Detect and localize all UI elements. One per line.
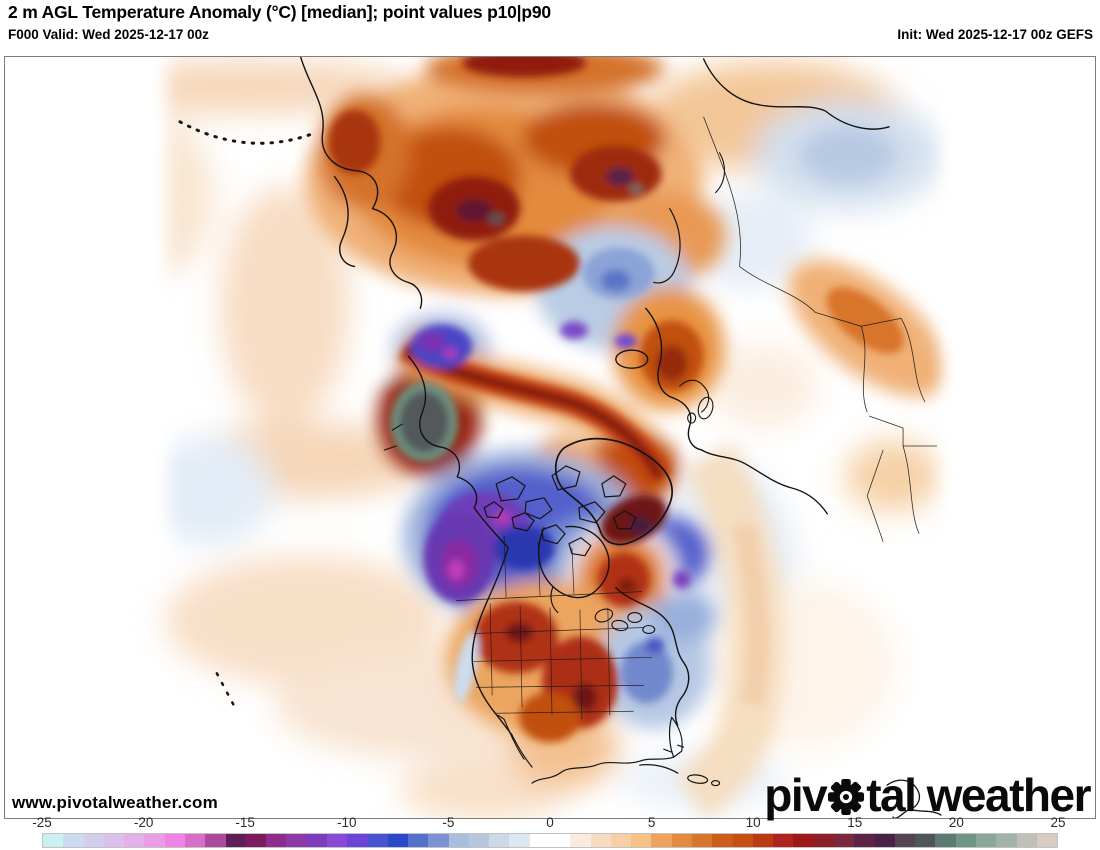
colorbar-segment xyxy=(955,834,976,847)
colorbar-segment xyxy=(590,834,611,847)
gear-icon xyxy=(828,778,865,816)
colorbar-segment xyxy=(326,834,348,847)
colorbar-tick-label: 5 xyxy=(647,815,656,830)
valid-time-label: F000 Valid: Wed 2025-12-17 00z xyxy=(8,27,209,42)
colorbar-tick-label: 15 xyxy=(847,815,863,830)
colorbar-segment xyxy=(631,834,652,847)
colorbar-segment xyxy=(144,834,165,847)
colorbar-tick-label: 20 xyxy=(948,815,964,830)
colorbar-segment xyxy=(225,834,246,847)
colorbar-segment xyxy=(468,834,490,847)
colorbar-segment xyxy=(752,834,774,847)
colorbar-segment xyxy=(448,834,469,847)
colorbar-segment xyxy=(509,834,530,847)
colorbar-segment xyxy=(489,834,510,847)
colorbar-segment xyxy=(894,834,916,847)
colorbar-segment xyxy=(833,834,855,847)
pivotal-weather-logo: piv tal weather xyxy=(764,769,1091,821)
colorbar-segment xyxy=(915,834,936,847)
colorbar-segment xyxy=(692,834,713,847)
colorbar-segment xyxy=(266,834,287,847)
colorbar-segment xyxy=(671,834,692,847)
colorbar-tick-label: -25 xyxy=(32,815,52,830)
colorbar-segment xyxy=(1036,834,1058,847)
colorbar-segment xyxy=(428,834,449,847)
logo-text-right: tal weather xyxy=(866,769,1091,821)
colorbar-ticks: -25 -20 -15 -10 -5 0 5 10 15 20 25 xyxy=(32,815,1065,832)
colorbar-segment xyxy=(347,834,368,847)
colorbar-segment xyxy=(63,834,84,847)
page-title: 2 m AGL Temperature Anomaly (°C) [median… xyxy=(8,2,551,22)
colorbar-segment xyxy=(306,834,327,847)
colorbar-tick-label: 10 xyxy=(745,815,761,830)
colorbar-segment xyxy=(854,834,875,847)
colorbar-segment xyxy=(124,834,145,847)
colorbar-segment xyxy=(164,834,185,847)
colorbar-bar xyxy=(42,833,1058,848)
colorbar-segment xyxy=(712,834,733,847)
colorbar-tick-label: 25 xyxy=(1050,815,1066,830)
colorbar-tick-label: -10 xyxy=(337,815,357,830)
colorbar-segment xyxy=(732,834,753,847)
colorbar-segment xyxy=(874,834,895,847)
colorbar-tick-label: 0 xyxy=(546,815,554,830)
coastlines-layer xyxy=(178,57,942,818)
colorbar-segment xyxy=(286,834,307,847)
colorbar-segment xyxy=(205,834,226,847)
init-time-label: Init: Wed 2025-12-17 00z GEFS xyxy=(897,27,1093,42)
colorbar-segment xyxy=(367,834,388,847)
colorbar-segment xyxy=(996,834,1017,847)
colorbar-tick-label: -20 xyxy=(133,815,154,830)
colorbar-segment xyxy=(773,834,794,847)
colorbar-segment xyxy=(610,834,632,847)
map-domain-mask xyxy=(5,57,1095,818)
colorbar-segment xyxy=(43,834,64,847)
colorbar-segment xyxy=(408,834,429,847)
logo-text-left: piv xyxy=(764,769,827,821)
colorbar-segment xyxy=(103,834,125,847)
colorbar-segment xyxy=(570,834,591,847)
colorbar-segment xyxy=(550,834,571,847)
colorbar-segment xyxy=(793,834,814,847)
anomaly-map-graphic xyxy=(5,57,1095,818)
colorbar-tick-label: -15 xyxy=(235,815,255,830)
colorbar-segment xyxy=(975,834,997,847)
anomaly-core-layer xyxy=(328,57,904,743)
map-canvas[interactable]: www.pivotalweather.com piv tal weather xyxy=(4,56,1096,819)
colorbar-segment xyxy=(387,834,409,847)
colorbar-segment xyxy=(245,834,267,847)
colorbar-segment xyxy=(529,834,551,847)
borders-layer xyxy=(456,116,937,720)
colorbar-segment xyxy=(184,834,206,847)
colorbar-segment xyxy=(935,834,956,847)
colorbar-segment xyxy=(813,834,834,847)
colorbar-tick-label: -5 xyxy=(442,815,455,830)
colorbar-segment xyxy=(651,834,672,847)
colorbar-segment xyxy=(83,834,104,847)
watermark-url: www.pivotalweather.com xyxy=(12,793,218,812)
colorbar-segment xyxy=(1016,834,1037,847)
